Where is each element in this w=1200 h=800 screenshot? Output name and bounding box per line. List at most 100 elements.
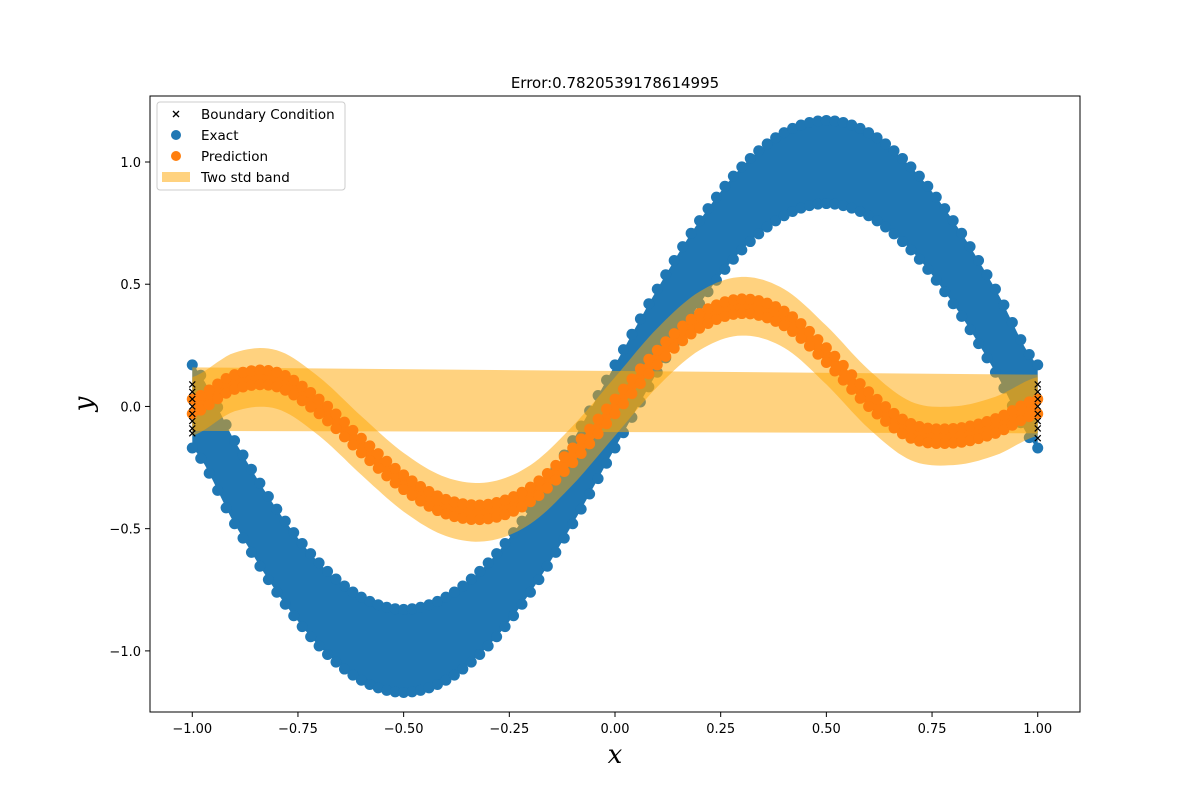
x-tick-label: 1.00 [1023,722,1052,737]
exact-point [448,669,460,681]
prediction-point [736,293,748,305]
prediction-point [778,305,790,317]
prediction-point [880,401,892,413]
prediction-point [508,491,520,503]
exact-point [913,253,925,265]
exact-point [364,678,376,690]
prediction-point [727,294,739,306]
prediction-point [837,374,849,386]
prediction-point [389,477,401,489]
exact-point [415,601,427,613]
prediction-point [770,315,782,327]
boundary-point [1034,434,1042,442]
exact-point [465,573,477,585]
exact-point [322,648,334,660]
exact-point [229,518,241,530]
prediction-point [499,509,511,521]
prediction-point [313,408,325,420]
exact-point [634,313,646,325]
prediction-point [601,418,613,430]
chart-title: Error:0.7820539178614995 [511,74,719,92]
prediction-point [702,303,714,315]
exact-point [947,215,959,227]
prediction-point [998,424,1010,436]
prediction-point [660,350,672,362]
prediction-point [643,368,655,380]
prediction-point [896,413,908,425]
prediction-point [584,438,596,450]
exact-point [736,161,748,173]
exact-point [1006,317,1018,329]
prediction-point [220,387,232,399]
exact-point [389,686,401,698]
exact-point [744,152,756,164]
prediction-point [989,427,1001,439]
prediction-point [660,336,672,348]
prediction-point [381,470,393,482]
exact-point [964,324,976,336]
prediction-point [262,379,274,391]
prediction-point [533,490,545,502]
prediction-point [533,475,545,487]
exact-point [448,586,460,598]
exact-point [846,202,858,214]
y-tick-label: −1.0 [109,645,141,660]
exact-point [778,210,790,222]
exact-point [930,274,942,286]
exact-point [305,631,317,643]
exact-point [964,241,976,253]
prediction-point [550,474,562,486]
prediction-point [1015,415,1027,427]
y-tick-label: 0.0 [120,400,141,415]
prediction-point [947,422,959,434]
prediction-point [888,407,900,419]
prediction-point [440,508,452,520]
exact-point [499,537,511,549]
exact-point [947,298,959,310]
exact-point [550,546,562,558]
prediction-point [592,428,604,440]
prediction-point [685,313,697,325]
exact-point [491,631,503,643]
exact-point [829,115,841,127]
exact-point [305,548,317,560]
prediction-point [626,373,638,385]
exact-point [668,255,680,267]
prediction-point [364,440,376,452]
exact-point [322,565,334,577]
exact-point [778,127,790,139]
exact-point [727,253,739,265]
prediction-point [364,455,376,467]
exact-point [989,283,1001,295]
exact-point [837,117,849,129]
prediction-point [558,451,570,463]
prediction-point [516,486,528,498]
exact-point [567,518,579,530]
exact-point [406,686,418,698]
prediction-point [888,422,900,434]
boundary-point [1034,395,1042,403]
prediction-point [973,418,985,430]
prediction-point [431,505,443,517]
data-layer [186,114,1044,698]
exact-point [457,580,469,592]
prediction-point [271,381,283,393]
prediction-point [567,457,579,469]
prediction-point [846,383,858,395]
boundary-point [188,395,196,403]
exact-point [254,560,266,572]
exact-point [262,574,274,586]
prediction-point [939,438,951,450]
prediction-point [262,364,274,376]
prediction-point [195,389,207,401]
prediction-point [1006,405,1018,417]
prediction-point [829,350,841,362]
boundary-point [1034,425,1042,432]
legend-box [156,101,346,191]
exact-point [710,191,722,203]
x-tick-label: 0.00 [601,722,630,737]
prediction-point [601,403,613,415]
exact-point [296,621,308,633]
prediction-point [465,513,477,525]
prediction-point [288,374,300,386]
